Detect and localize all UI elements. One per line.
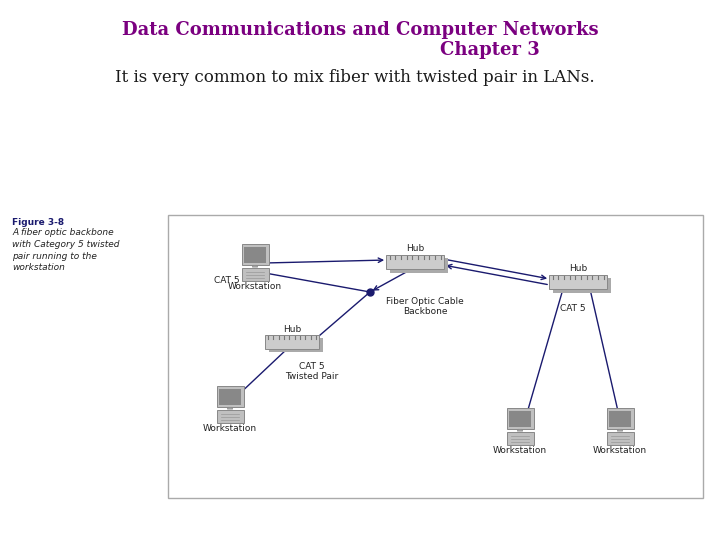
- FancyBboxPatch shape: [217, 410, 243, 423]
- FancyBboxPatch shape: [390, 258, 448, 273]
- FancyBboxPatch shape: [241, 244, 269, 265]
- Text: CAT 5: CAT 5: [560, 304, 586, 313]
- Text: A fiber optic backbone
with Category 5 twisted
pair running to the
workstation: A fiber optic backbone with Category 5 t…: [12, 228, 120, 272]
- FancyBboxPatch shape: [609, 411, 631, 427]
- Text: Workstation: Workstation: [493, 447, 547, 455]
- FancyBboxPatch shape: [269, 339, 323, 352]
- Text: CAT 5
Twisted Pair: CAT 5 Twisted Pair: [285, 362, 338, 381]
- FancyBboxPatch shape: [506, 432, 534, 444]
- Text: Hub: Hub: [283, 325, 301, 334]
- Text: Chapter 3: Chapter 3: [440, 41, 540, 59]
- Text: Hub: Hub: [569, 264, 587, 273]
- Text: It is very common to mix fiber with twisted pair in LANs.: It is very common to mix fiber with twis…: [115, 70, 595, 86]
- Polygon shape: [252, 265, 258, 267]
- Text: Workstation: Workstation: [228, 282, 282, 292]
- Polygon shape: [617, 429, 623, 431]
- FancyBboxPatch shape: [265, 335, 319, 349]
- FancyBboxPatch shape: [168, 215, 703, 498]
- Text: Workstation: Workstation: [593, 447, 647, 455]
- FancyBboxPatch shape: [241, 268, 269, 281]
- Text: CAT 5: CAT 5: [214, 276, 240, 285]
- FancyBboxPatch shape: [217, 386, 243, 407]
- FancyBboxPatch shape: [244, 247, 266, 262]
- FancyBboxPatch shape: [509, 411, 531, 427]
- FancyBboxPatch shape: [506, 408, 534, 429]
- FancyBboxPatch shape: [554, 278, 611, 293]
- Polygon shape: [517, 429, 523, 431]
- Text: Fiber Optic Cable
Backbone: Fiber Optic Cable Backbone: [386, 297, 464, 316]
- Text: Figure 3-8: Figure 3-8: [12, 218, 64, 227]
- FancyBboxPatch shape: [606, 432, 634, 444]
- Text: Hub: Hub: [406, 244, 424, 253]
- Text: Data Communications and Computer Networks: Data Communications and Computer Network…: [122, 21, 598, 39]
- Polygon shape: [228, 407, 233, 409]
- FancyBboxPatch shape: [386, 255, 444, 269]
- FancyBboxPatch shape: [219, 389, 240, 404]
- FancyBboxPatch shape: [606, 408, 634, 429]
- Text: Workstation: Workstation: [203, 424, 257, 434]
- FancyBboxPatch shape: [549, 275, 607, 289]
